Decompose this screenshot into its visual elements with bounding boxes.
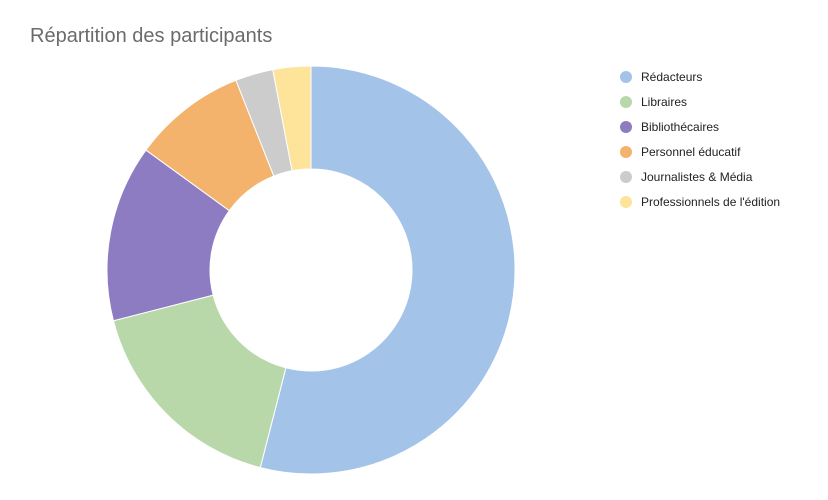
legend-item[interactable]: Professionnels de l'édition <box>620 189 780 214</box>
legend-item[interactable]: Bibliothécaires <box>620 114 780 139</box>
legend-dot-icon <box>620 170 632 183</box>
legend: Rédacteurs Libraires Bibliothécaires Person… <box>620 64 780 214</box>
legend-dot-icon <box>620 120 632 133</box>
slice-2[interactable] <box>106 149 230 322</box>
slice-1[interactable] <box>112 294 287 469</box>
legend-item[interactable]: Libraires <box>620 89 780 114</box>
legend-dot-icon <box>620 95 632 108</box>
legend-label: Personnel éducatif <box>641 144 741 159</box>
legend-dot-icon <box>620 145 632 158</box>
slice-5[interactable] <box>272 65 312 172</box>
legend-label: Libraires <box>641 94 688 109</box>
legend-label: Journalistes & Média <box>641 169 753 184</box>
legend-item[interactable]: Personnel éducatif <box>620 139 780 164</box>
legend-dot-icon <box>620 195 632 208</box>
legend-label: Bibliothécaires <box>641 119 720 134</box>
legend-label: Rédacteurs <box>641 69 703 84</box>
legend-item[interactable]: Rédacteurs <box>620 64 780 89</box>
slice-0[interactable] <box>259 65 516 475</box>
legend-item[interactable]: Journalistes & Média <box>620 164 780 189</box>
legend-label: Professionnels de l'édition <box>641 194 781 209</box>
chart-title: Répartition des participants <box>30 25 273 47</box>
legend-dot-icon <box>620 70 632 83</box>
